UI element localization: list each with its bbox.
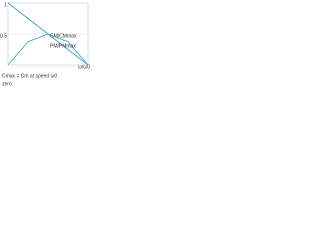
chart: ω/ω0 Cmax = Cm at speed ω0 zero 0.5 1 CM/C… — [0, 2, 90, 87]
y-tick-label: 0.5 — [0, 33, 7, 39]
caption: Cmax = Cm at speed ω0 — [2, 73, 57, 79]
caption: zero — [2, 81, 12, 87]
series-line — [7, 33, 89, 66]
x-axis-label: ω/ω0 — [78, 64, 90, 70]
y-tick-label: 1 — [4, 2, 7, 8]
series-label: PM/PMmax — [50, 43, 76, 49]
series-label: CM/CMmax — [50, 33, 77, 39]
